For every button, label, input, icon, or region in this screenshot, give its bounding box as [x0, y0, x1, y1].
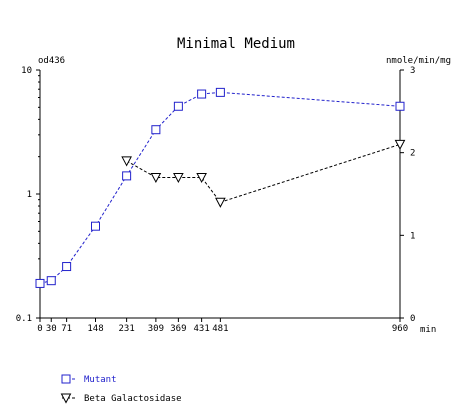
x-tick-label: 148 [87, 324, 103, 334]
data-point-square [46, 276, 56, 286]
data-point-triangle [394, 139, 406, 150]
y-left-tick-label: 1 [27, 190, 32, 200]
data-point-triangle [60, 393, 72, 404]
x-tick-label: 431 [193, 324, 209, 334]
legend-label: Mutant [84, 375, 117, 385]
x-tick-label: 960 [392, 324, 408, 334]
legend: Mutant Beta Galactosidase [60, 374, 182, 404]
data-point-square [91, 221, 100, 231]
x-tick-label: 71 [61, 324, 72, 334]
y-left-tick-label: 10 [21, 66, 32, 76]
series-layer [35, 87, 406, 288]
y-right-tick-label: 0 [410, 314, 415, 324]
y-right-tick-label: 2 [410, 149, 415, 159]
x-tick-label: 30 [46, 324, 57, 334]
data-point-triangle [121, 156, 132, 167]
legend-label: Beta Galactosidase [84, 394, 182, 404]
data-point-triangle [196, 172, 207, 184]
data-point-square [197, 89, 207, 99]
data-point-square [173, 101, 183, 111]
x-axis-label: min [420, 325, 436, 335]
y-left-axis-label: od436 [38, 56, 65, 66]
x-tick-label: 309 [148, 324, 164, 334]
data-point-square [35, 278, 45, 288]
data-point-square [395, 101, 405, 111]
x-tick-label: 231 [118, 324, 134, 334]
data-point-triangle [173, 172, 184, 184]
data-point-triangle [215, 197, 226, 208]
chart-title: Minimal Medium [177, 36, 295, 52]
x-tick-label: 0 [37, 324, 42, 334]
series-group [35, 87, 405, 288]
x-tick-label: 481 [212, 324, 228, 334]
data-point-square [215, 87, 225, 97]
data-point-square [62, 262, 72, 272]
y-right-axis-label: nmole/min/mg [386, 56, 451, 66]
data-point-square [122, 171, 132, 181]
series-line [39, 91, 401, 284]
y-right-tick-label: 3 [410, 66, 415, 76]
data-point-square [151, 125, 161, 135]
y-left-tick-label: 0.1 [16, 314, 32, 324]
data-point-square [61, 374, 71, 384]
x-tick-label: 369 [170, 324, 186, 334]
y-right-tick-label: 1 [410, 231, 415, 241]
series-line [126, 143, 401, 203]
data-point-triangle [150, 172, 162, 184]
series-group [121, 139, 406, 208]
